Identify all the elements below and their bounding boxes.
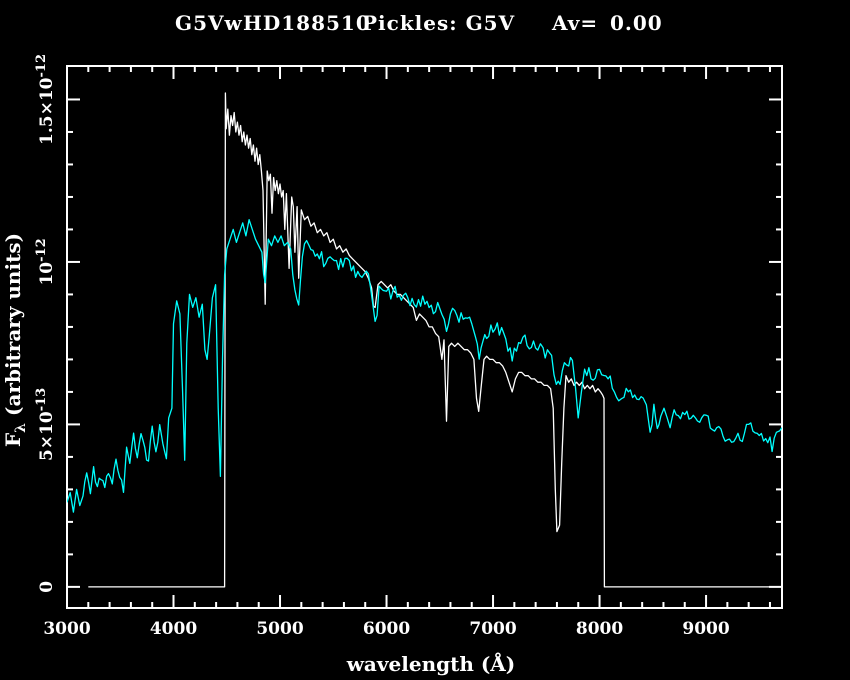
title-spectral-class: G5Vw — [175, 11, 243, 35]
y-tick-label-2-base: 10 — [37, 262, 57, 286]
y-tick-label-2-exp: -12 — [34, 238, 49, 262]
y-tick-label-0-base: 0 — [37, 581, 57, 593]
x-tick-label-9000: 9000 — [682, 619, 729, 639]
axes: 3000 4000 5000 6000 7000 8000 9000 — [43, 65, 783, 639]
title-star-name: HD188510 — [243, 11, 371, 35]
y-axis-label: Fλ (arbitrary units) — [1, 233, 29, 447]
x-tick-label-8000: 8000 — [576, 619, 623, 639]
y-tick-label-1-exp: -13 — [34, 388, 49, 412]
y-axis-label-lambda: λ — [13, 423, 29, 433]
series-line-template — [67, 219, 782, 513]
title-template-name: Pickles: G5V — [362, 11, 515, 35]
y-tick-label-1-base: 5×10 — [37, 411, 57, 461]
y-tick-labels: 0 5×10-13 10-12 1.5×10-12 — [34, 54, 57, 593]
x-tick-label-4000: 4000 — [150, 619, 197, 639]
y-axis-label-units: (arbitrary units) — [1, 233, 25, 416]
y-tick-label-0: 0 — [37, 581, 57, 593]
x-axis-label: wavelength (Å) — [346, 652, 516, 676]
y-tick-label-3-exp: -12 — [34, 54, 49, 78]
title-av-label: Av= — [551, 11, 598, 35]
y-tick-label-1e-12: 10-12 — [34, 238, 57, 285]
y-tick-label-5e-13: 5×10-13 — [34, 388, 57, 461]
spectra — [67, 92, 782, 588]
series-line-observed — [88, 92, 781, 588]
x-tick-label-7000: 7000 — [469, 619, 516, 639]
x-tick-label-6000: 6000 — [363, 619, 410, 639]
x-tick-label-5000: 5000 — [256, 619, 303, 639]
y-axis-label-f: F — [1, 433, 25, 447]
title-av-value: 0.00 — [610, 11, 663, 35]
y-tick-label-3-base: 1.5×10 — [37, 77, 57, 145]
y-tick-label-1.5e-12: 1.5×10-12 — [34, 54, 57, 145]
plot-frame — [66, 65, 783, 609]
x-tick-label-3000: 3000 — [43, 619, 90, 639]
chart-title: G5Vw HD188510 Pickles: G5V Av= 0.00 — [175, 11, 663, 35]
